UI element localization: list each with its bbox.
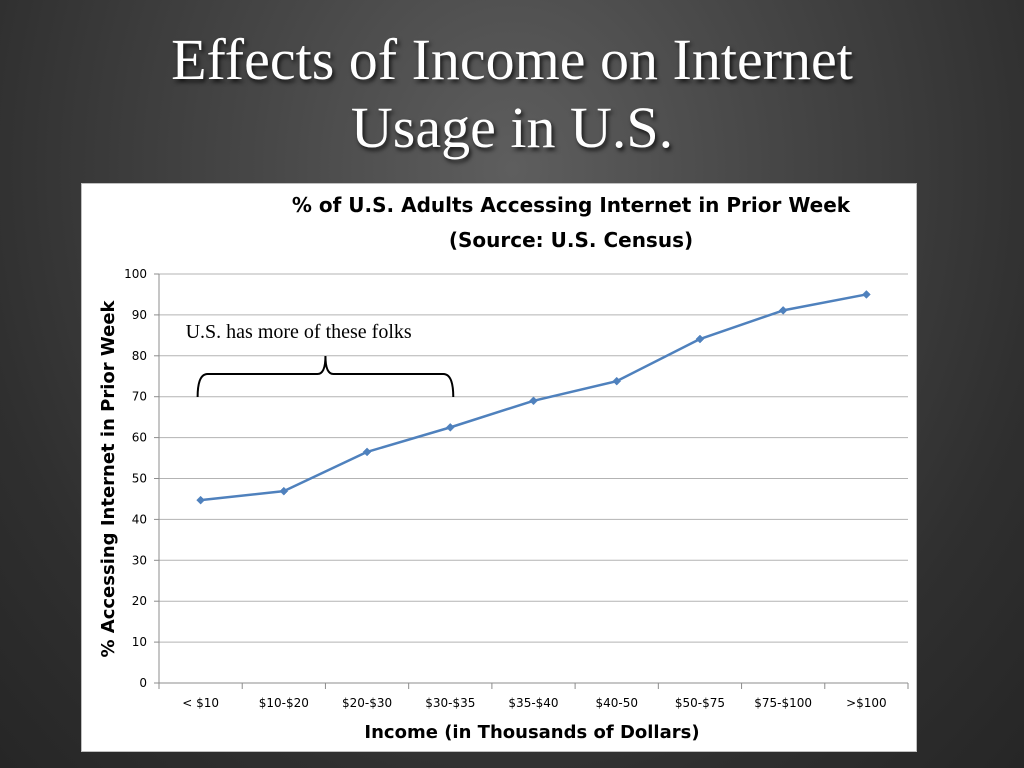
slide-title-line-1: Effects of Income on Internet <box>171 27 853 92</box>
y-tick-label: 30 <box>132 553 147 567</box>
y-tick-label: 0 <box>139 676 147 690</box>
slide-title-line-2: Usage in U.S. <box>350 95 674 160</box>
data-point <box>279 486 289 496</box>
chart-subtitle: (Source: U.S. Census) <box>449 228 693 252</box>
data-point <box>695 334 705 344</box>
y-tick-label: 50 <box>132 472 147 486</box>
x-tick-label: < $10 <box>182 696 219 710</box>
x-tick-label: $30-$35 <box>425 696 475 710</box>
curly-bracket <box>196 355 455 398</box>
data-point <box>529 396 538 406</box>
chart-panel: % of U.S. Adults Accessing Internet in P… <box>81 183 917 752</box>
data-point <box>362 447 372 457</box>
x-tick-label: $10-$20 <box>259 696 309 710</box>
annotation-label: U.S. has more of these folks <box>186 321 412 343</box>
annotation: U.S. has more of these folks <box>186 321 455 398</box>
x-tick-label: $40-50 <box>595 696 638 710</box>
data-point <box>445 423 455 432</box>
line-chart: % of U.S. Adults Accessing Internet in P… <box>98 193 909 743</box>
y-tick-labels: 0 10 20 30 40 50 60 70 80 90 100 <box>124 267 147 690</box>
y-tick-label: 10 <box>132 635 147 649</box>
x-axis-title: Income (in Thousands of Dollars) <box>364 722 699 743</box>
x-tick-label: $75-$100 <box>754 696 812 710</box>
data-point <box>612 376 622 386</box>
x-tick-label: $35-$40 <box>508 696 558 710</box>
y-axis-title: % Accessing Internet in Prior Week <box>98 299 119 657</box>
y-tick-label: 70 <box>132 390 147 404</box>
y-tick-label: 80 <box>132 349 147 363</box>
y-tick-label: 100 <box>124 267 147 281</box>
series-1 <box>196 290 871 505</box>
chart-title: % of U.S. Adults Accessing Internet in P… <box>292 193 851 217</box>
data-point <box>862 290 871 299</box>
data-point <box>196 495 205 505</box>
y-tick-label: 90 <box>132 308 147 322</box>
x-tick-label: $50-$75 <box>675 696 725 710</box>
x-tick-label: $20-$30 <box>342 696 392 710</box>
slide-title: Effects of Income on Internet Usage in U… <box>0 26 1024 162</box>
x-tick-label: >$100 <box>846 696 887 710</box>
axes <box>154 273 909 689</box>
y-tick-label: 40 <box>132 512 147 526</box>
y-tick-label: 60 <box>132 431 147 445</box>
data-point <box>778 306 788 315</box>
gridlines <box>159 273 908 643</box>
y-tick-label: 20 <box>132 594 147 608</box>
x-tick-labels: < $10 $10-$20 $20-$30 $30-$35 $35-$40 $40-50 $… <box>182 696 886 710</box>
